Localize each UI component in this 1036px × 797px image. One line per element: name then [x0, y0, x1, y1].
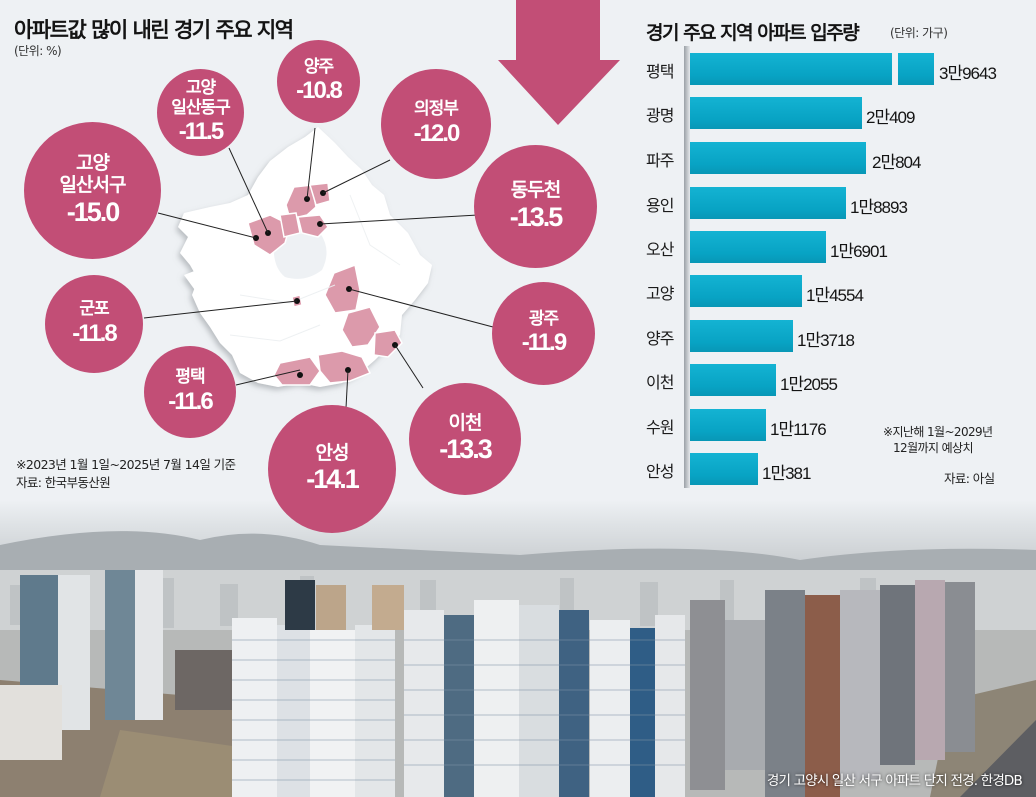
left-note-period: ※2023년 1월 1일~2025년 7월 14일 기준	[16, 457, 236, 472]
bar-yangju	[690, 320, 793, 352]
bubble-name: 광주	[528, 308, 559, 329]
bar-value: 1만8893	[850, 198, 908, 217]
down-arrow-icon	[498, 0, 620, 125]
bar-value: 1만381	[762, 464, 811, 483]
bubble-yangju: 양주 -10.8	[277, 40, 360, 123]
bubble-name: 안성	[315, 441, 350, 464]
bubble-value: -13.3	[439, 434, 493, 465]
gyeonggi-map	[178, 127, 432, 387]
bubble-value: -14.1	[306, 464, 360, 495]
bubble-name: 군포	[79, 299, 109, 320]
leader-lines	[143, 127, 494, 409]
bar-gwangmyeong	[690, 97, 862, 129]
bar-paju	[690, 142, 866, 174]
bar-value: 2만804	[872, 153, 921, 172]
bubble-name: 의정부	[414, 99, 459, 120]
bar-osan	[690, 231, 826, 263]
bar-label-pyeongtaek: 평택	[646, 62, 674, 81]
bar-suwon	[690, 409, 766, 441]
bubble-value: -11.6	[168, 387, 213, 415]
bar-value: 1만3718	[797, 331, 855, 350]
bar-label-paju: 파주	[646, 151, 674, 170]
apartment-photo: 경기 고양시 일산 서구 아파트 단지 전경. 한경DB	[0, 500, 1036, 797]
right-chart-unit: (단위: 가구)	[890, 26, 948, 40]
left-note-source: 자료: 한국부동산원	[16, 475, 111, 491]
bubble-gunpo: 군포 -11.8	[45, 275, 143, 373]
bubble-value: -11.8	[72, 319, 117, 347]
bar-pyeongtaek-part2	[898, 53, 934, 85]
bubble-name: 평택	[175, 367, 205, 388]
bar-value: 2만409	[866, 108, 915, 127]
bar-icheon	[690, 364, 776, 396]
left-chart-title: 아파트값 많이 내린 경기 주요 지역	[14, 18, 294, 42]
bar-label-yongin: 용인	[646, 196, 674, 215]
bar-label-osan: 오산	[646, 240, 674, 259]
bubble-name-line2: 일산서구	[59, 173, 127, 196]
bubble-value: -13.5	[509, 201, 564, 232]
bar-value: 1만1176	[770, 420, 827, 439]
left-chart-unit: (단위: %)	[14, 44, 62, 58]
bar-yongin	[690, 187, 846, 219]
photo-caption: 경기 고양시 일산 서구 아파트 단지 전경. 한경DB	[766, 773, 1023, 789]
bar-value: 1만4554	[806, 286, 864, 305]
bubble-anseong: 안성 -14.1	[268, 405, 396, 533]
bar-label-yangju: 양주	[646, 329, 674, 348]
bubble-value: -11.9	[521, 329, 567, 357]
bubble-value: -15.0	[66, 196, 121, 227]
bubble-uijeongbu: 의정부 -12.0	[381, 69, 491, 179]
bubble-name: 고양	[76, 152, 110, 175]
left-note: ※2023년 1월 1일~2025년 7월 14일 기준 자료: 한국부동산원	[16, 456, 236, 492]
bubble-value: -12.0	[413, 119, 461, 147]
bar-label-suwon: 수원	[646, 418, 674, 437]
bubble-value: -11.5	[178, 118, 224, 146]
right-note-line2: 12월까지 예상치	[893, 441, 974, 456]
bar-label-anseong: 안성	[646, 462, 674, 481]
right-note-line1: ※지난해 1월~2029년	[883, 425, 993, 439]
bar-pyeongtaek-part1	[690, 53, 892, 85]
bubble-dongducheon: 동두천 -13.5	[474, 145, 597, 268]
right-chart-title: 경기 주요 지역 아파트 입주량	[646, 22, 860, 44]
bubble-goyang-ilsanseo: 고양 일산서구 -15.0	[24, 122, 161, 259]
bar-value: 3만9643	[939, 64, 997, 83]
right-source: 자료: 아실	[944, 471, 995, 486]
bubble-icheon: 이천 -13.3	[409, 383, 521, 495]
bubble-goyang-ilsandong: 고양 일산동구 -11.5	[157, 69, 244, 156]
bubble-name: 양주	[303, 56, 334, 77]
bubble-name: 동두천	[510, 179, 561, 202]
bubble-name: 고양	[185, 78, 216, 99]
bar-goyang	[690, 275, 802, 307]
bar-anseong	[690, 453, 758, 485]
bar-label-gwangmyeong: 광명	[646, 106, 674, 125]
bar-value: 1만6901	[830, 242, 888, 261]
bar-axis	[684, 46, 690, 488]
city-skyline-illustration	[0, 531, 1036, 797]
bar-value: 1만2055	[780, 375, 838, 394]
bar-label-goyang: 고양	[646, 284, 674, 303]
bubble-value: -10.8	[296, 77, 343, 105]
right-note: ※지난해 1월~2029년 12월까지 예상치	[883, 424, 993, 456]
bubble-pyeongtaek: 평택 -11.6	[144, 346, 236, 438]
bubble-name-line2: 일산동구	[171, 97, 231, 118]
bar-label-icheon: 이천	[646, 373, 674, 392]
bubble-name: 이천	[448, 411, 483, 434]
bubble-gwangju: 광주 -11.9	[492, 282, 595, 385]
